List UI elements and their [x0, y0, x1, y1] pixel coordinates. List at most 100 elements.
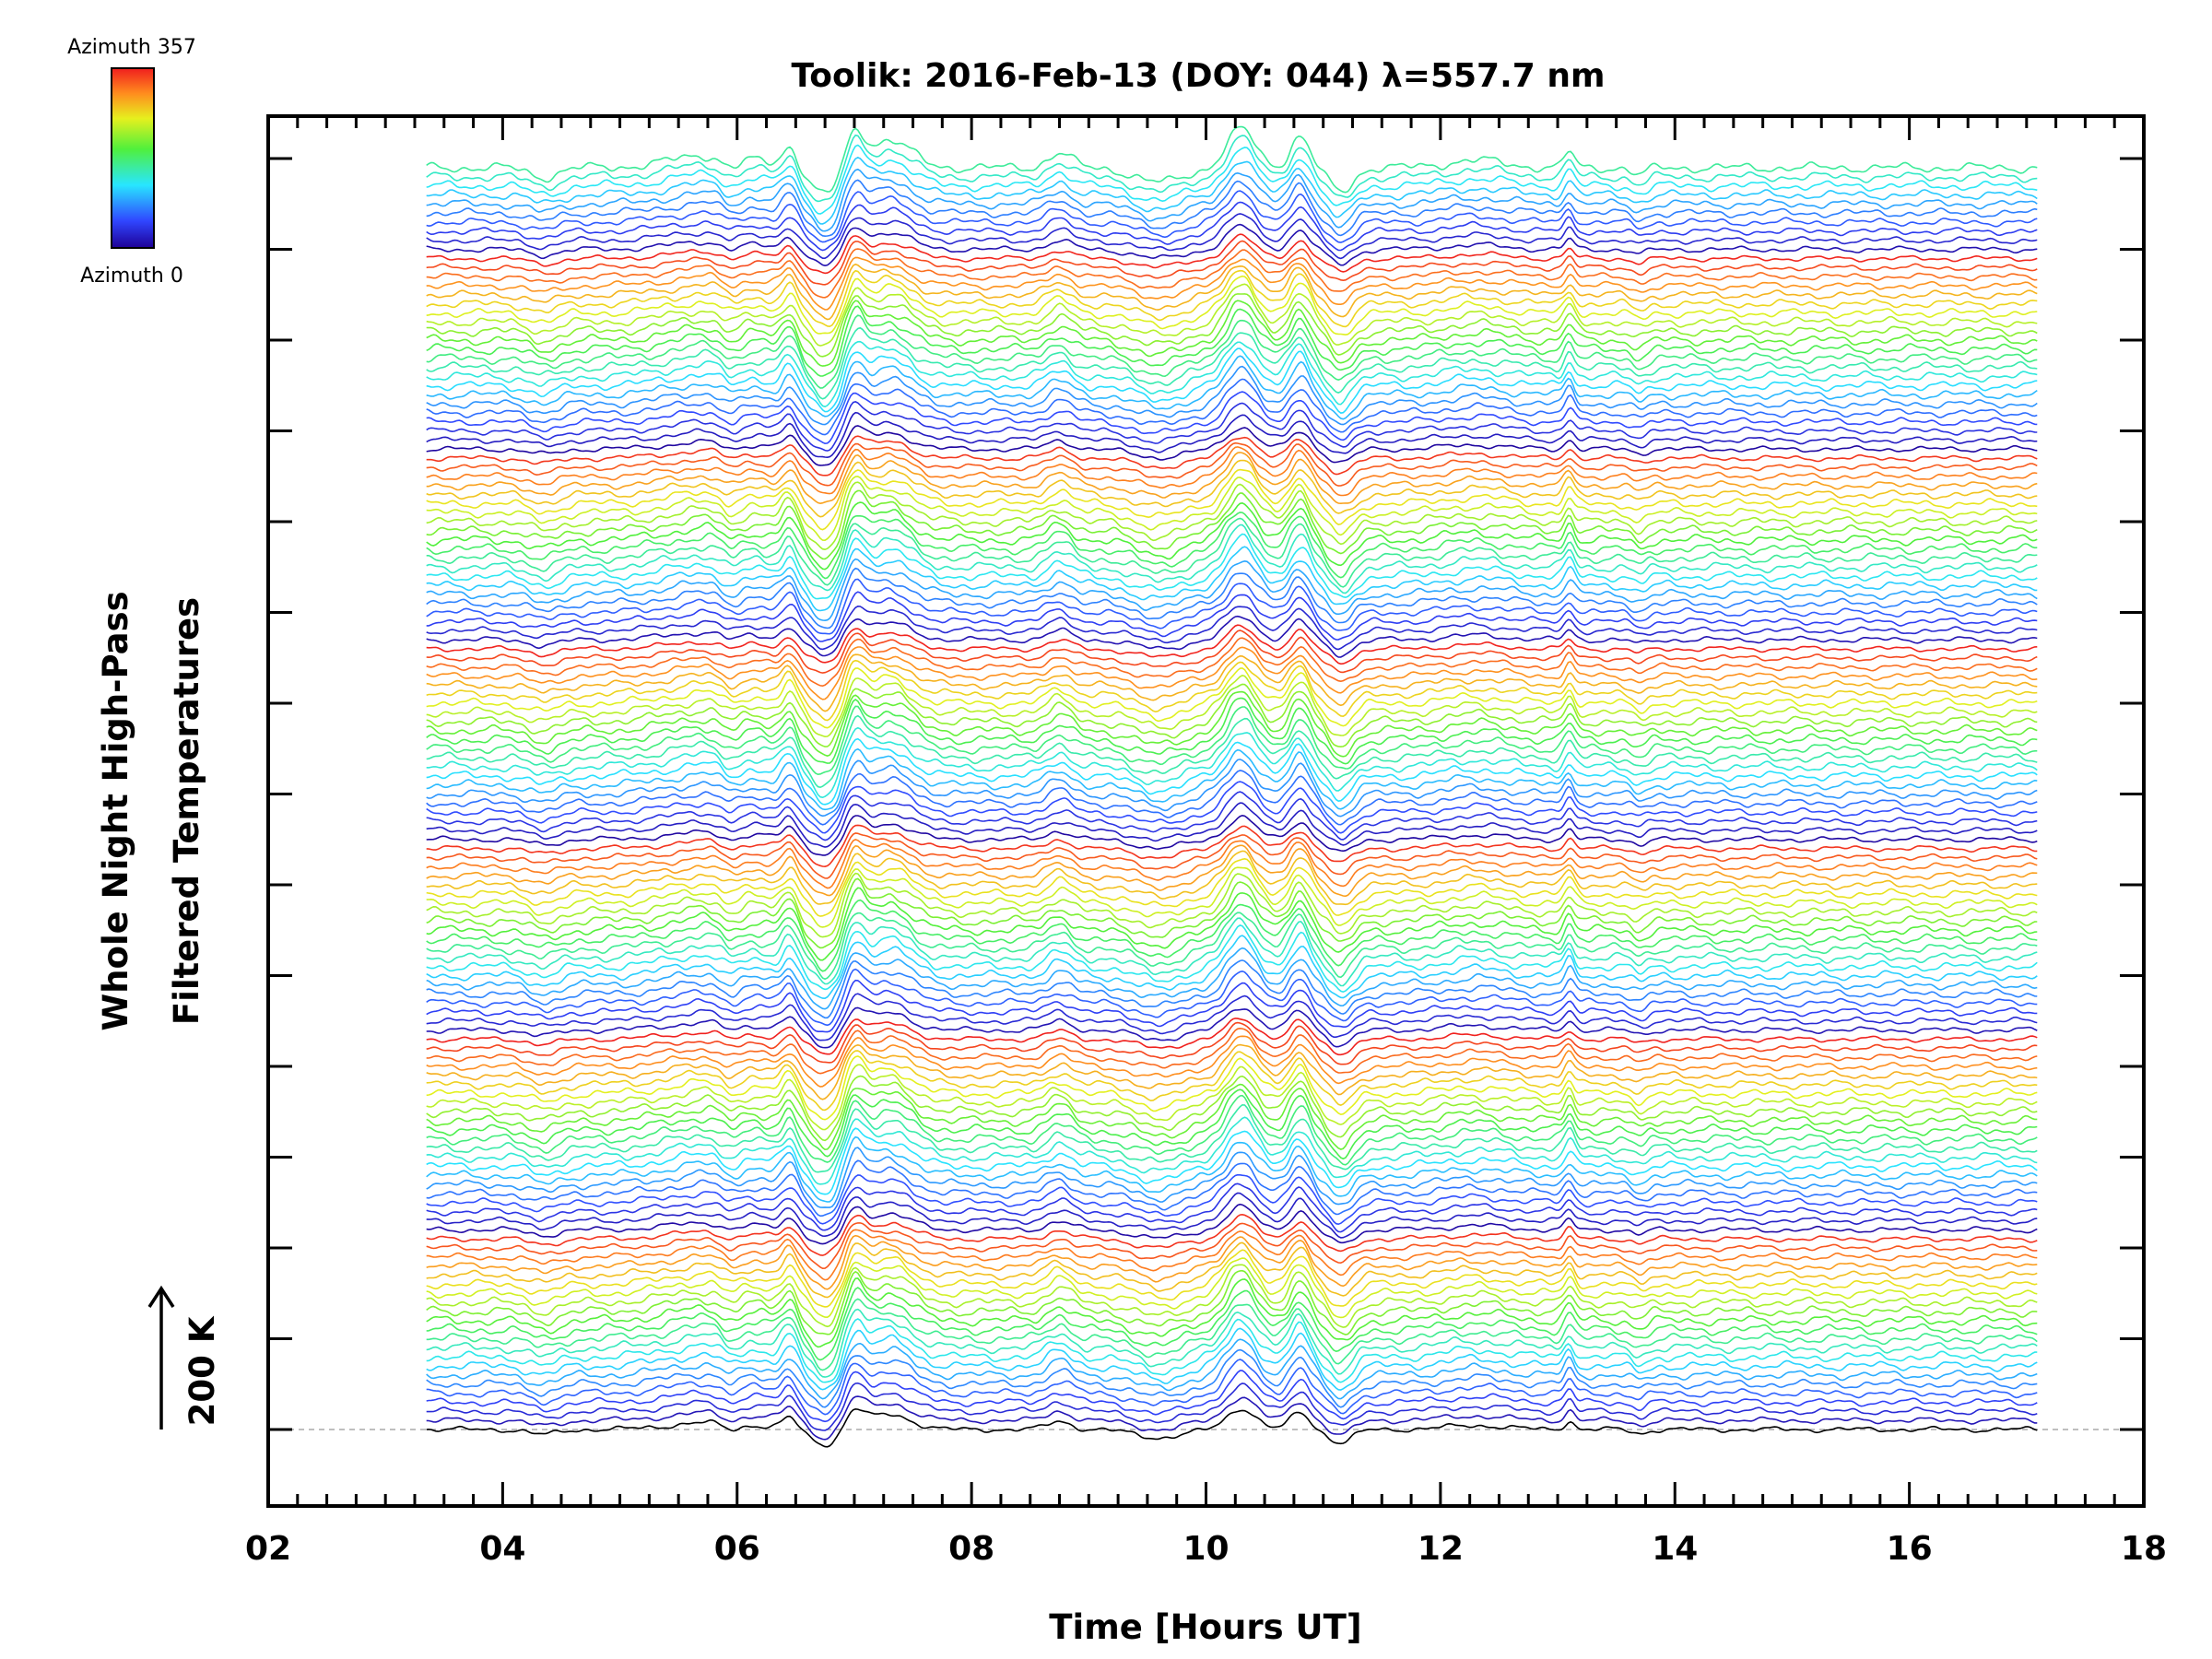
azimuth-trace	[426, 476, 2038, 542]
azimuth-trace	[426, 1298, 2038, 1371]
azimuth-trace	[426, 1135, 2038, 1203]
azimuth-trace	[426, 190, 2038, 243]
azimuth-trace	[426, 1103, 2038, 1173]
azimuth-trace	[426, 248, 2038, 299]
azimuth-trace	[426, 1264, 2038, 1328]
azimuth-trace	[426, 877, 2038, 949]
azimuth-trace	[426, 737, 2038, 806]
azimuth-trace	[426, 179, 2038, 238]
azimuth-trace	[426, 1348, 2038, 1408]
azimuth-trace	[426, 1382, 2038, 1431]
azimuth-trace	[426, 340, 2038, 408]
azimuth-trace	[426, 1241, 2038, 1299]
azimuth-trace	[426, 705, 2038, 776]
azimuth-trace	[426, 481, 2038, 551]
azimuth-trace	[426, 726, 2038, 799]
azimuth-trace	[426, 1308, 2038, 1378]
azimuth-trace	[426, 546, 2038, 612]
azimuth-trace	[426, 1027, 2038, 1075]
azimuth-trace	[426, 791, 2038, 841]
azimuth-trace	[426, 524, 2038, 594]
azimuth-trace	[426, 667, 2038, 729]
azimuth-trace	[426, 326, 2038, 400]
azimuth-trace	[426, 1021, 2038, 1065]
azimuth-trace	[426, 365, 2038, 426]
azimuth-trace	[426, 355, 2038, 420]
azimuth-trace	[426, 759, 2038, 818]
x-tick-labels: 02 04 06 08 10 12 14 16 18	[245, 1530, 2167, 1568]
plot-area	[266, 114, 2146, 1508]
azimuth-trace	[426, 802, 2038, 848]
azimuth-trace	[426, 283, 2038, 347]
colorbar-bottom-label: Azimuth 0	[80, 265, 183, 288]
azimuth-trace	[426, 256, 2038, 311]
azimuth-trace	[426, 993, 2038, 1041]
azimuth-trace	[426, 533, 2038, 600]
x-tick-label: 18	[2121, 1530, 2167, 1568]
azimuth-trace	[426, 213, 2038, 260]
azimuth-trace	[426, 489, 2038, 560]
azimuth-trace	[426, 240, 2038, 286]
azimuth-trace	[426, 314, 2038, 389]
azimuth-trace	[426, 1050, 2038, 1112]
azimuth-trace	[426, 144, 2038, 215]
scale-bar-arrowhead	[147, 1285, 175, 1308]
colorbar-top-label: Azimuth 357	[67, 36, 196, 59]
azimuth-trace	[426, 1116, 2038, 1185]
plot-frame	[266, 114, 2146, 1508]
azimuth-trace	[426, 850, 2038, 906]
azimuth-trace	[426, 425, 2038, 466]
azimuth-trace	[426, 1018, 2038, 1056]
azimuth-trace	[426, 832, 2038, 879]
azimuth-trace	[426, 697, 2038, 765]
azimuth-trace	[426, 917, 2038, 987]
azimuth-trace	[426, 637, 2038, 688]
azimuth-trace	[426, 441, 2038, 487]
azimuth-trace	[426, 567, 2038, 629]
azimuth-trace	[426, 1055, 2038, 1121]
azimuth-trace	[426, 690, 2038, 758]
x-tick-label: 16	[1887, 1530, 1933, 1568]
azimuth-trace	[426, 300, 2038, 367]
azimuth-trace	[426, 1083, 2038, 1151]
azimuth-trace	[426, 1287, 2038, 1361]
azimuth-trace	[426, 452, 2038, 505]
azimuth-trace	[426, 558, 2038, 622]
azimuth-trace	[426, 1269, 2038, 1335]
azimuth-trace	[426, 968, 2038, 1027]
azimuth-trace	[426, 1159, 2038, 1218]
azimuth-trace	[426, 924, 2038, 994]
chart-title: Toolik: 2016-Feb-13 (DOY: 044) λ=557.7 n…	[792, 57, 1606, 95]
azimuth-trace	[426, 1327, 2038, 1391]
azimuth-trace	[426, 887, 2038, 961]
azimuth-trace	[426, 1249, 2038, 1308]
azimuth-trace	[426, 134, 2038, 203]
azimuth-trace	[426, 872, 2038, 938]
azimuth-trace	[426, 1213, 2038, 1256]
series-group	[426, 125, 2038, 1448]
azimuth-trace	[426, 391, 2038, 445]
azimuth-trace	[426, 1370, 2038, 1423]
azimuth-trace	[426, 629, 2038, 674]
azimuth-trace	[426, 947, 2038, 1010]
x-tick-label: 10	[1182, 1530, 1229, 1568]
x-tick-label: 14	[1652, 1530, 1698, 1568]
azimuth-trace	[426, 1222, 2038, 1270]
azimuth-trace	[426, 168, 2038, 232]
azimuth-trace	[426, 781, 2038, 834]
azimuth-trace	[426, 844, 2038, 898]
x-tick-label: 04	[479, 1530, 525, 1568]
azimuth-trace	[426, 675, 2038, 738]
azimuth-trace	[426, 305, 2038, 377]
colorbar	[111, 67, 155, 249]
azimuth-trace	[426, 1173, 2038, 1226]
azimuth-trace	[426, 1075, 2038, 1142]
azimuth-trace	[426, 824, 2038, 868]
azimuth-trace	[426, 1147, 2038, 1208]
azimuth-trace	[426, 275, 2038, 336]
azimuth-trace	[426, 646, 2038, 700]
scale-bar-label: 200 K	[182, 1315, 222, 1426]
azimuth-trace	[426, 517, 2038, 588]
azimuth-trace	[426, 615, 2038, 658]
azimuth-trace	[426, 201, 2038, 252]
